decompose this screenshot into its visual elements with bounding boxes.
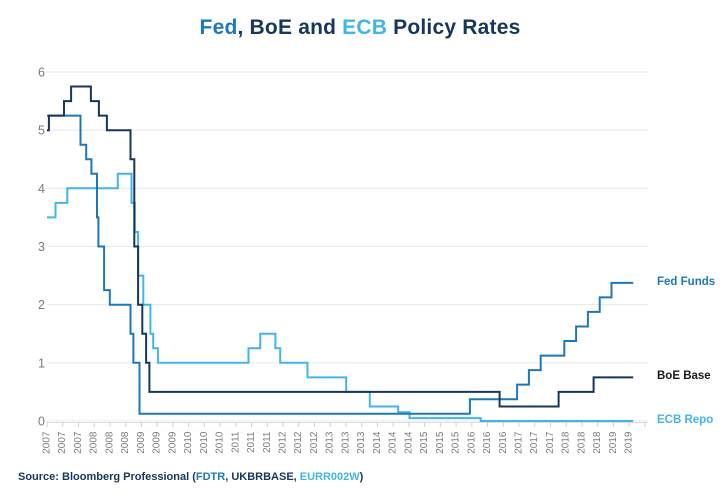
- series-label-fed-funds: Fed Funds: [657, 275, 716, 288]
- y-tick-label: 4: [38, 182, 45, 196]
- x-tick-label: 2008: [104, 431, 115, 454]
- y-tick-label: 3: [38, 240, 45, 254]
- title-part-ecb: ECB: [342, 16, 388, 39]
- x-tick-label: 2014: [372, 431, 383, 454]
- y-tick-label: 0: [38, 415, 45, 429]
- y-tick-label: 6: [38, 65, 45, 79]
- title-part-boe-and: , BoE and: [237, 16, 343, 39]
- x-tick-label: 2015: [451, 431, 462, 454]
- x-tick-label: 2008: [89, 431, 100, 454]
- x-tick-label: 2014: [388, 431, 399, 454]
- x-tick-label: 2009: [167, 431, 178, 454]
- y-tick-label: 2: [38, 298, 45, 312]
- source-text-ukbrbase: , UKBRBASE,: [225, 471, 300, 483]
- title-part-policy-rates: Policy Rates: [387, 16, 521, 39]
- x-tick-label: 2012: [293, 431, 304, 454]
- x-tick-label: 2012: [278, 431, 289, 454]
- x-tick-label: 2010: [183, 431, 194, 454]
- x-tick-label: 2011: [262, 431, 273, 453]
- x-tick-label: 2015: [419, 431, 430, 454]
- source-close-paren: ): [359, 471, 364, 483]
- x-tick-label: 2018: [561, 431, 572, 454]
- title-part-fed: Fed: [199, 16, 238, 39]
- x-tick-label: 2007: [73, 431, 84, 454]
- ecb-repo-line: [47, 172, 634, 422]
- x-tick-label: 2019: [624, 431, 635, 454]
- x-tick-label: 2017: [545, 431, 556, 454]
- x-tick-label: 2015: [435, 431, 446, 454]
- x-tick-label: 2008: [120, 431, 131, 454]
- series-label-ecb-repo: ECB Repo: [657, 414, 714, 426]
- x-tick-label: 2016: [498, 431, 509, 454]
- x-tick-label: 2018: [592, 431, 603, 454]
- x-tick-label: 2007: [42, 431, 53, 454]
- x-tick-label: 2012: [309, 431, 320, 454]
- x-tick-label: 2009: [136, 431, 147, 454]
- x-tick-label: 2010: [215, 431, 226, 454]
- x-tick-label: 2013: [340, 431, 351, 454]
- fed-funds-line: [47, 114, 634, 415]
- x-tick-label: 2017: [529, 431, 540, 454]
- chart-title: Fed, BoE and ECB Policy Rates: [0, 16, 720, 40]
- boe-base-line: [47, 85, 634, 408]
- y-tick-label: 1: [38, 356, 45, 370]
- x-tick-label: 2019: [608, 431, 619, 454]
- x-tick-label: 2007: [57, 431, 68, 454]
- x-tick-label: 2014: [403, 431, 414, 454]
- x-tick-label: 2018: [576, 431, 587, 454]
- source-ticker-fdtr: FDTR: [195, 471, 226, 483]
- x-tick-label: 2013: [325, 431, 336, 454]
- source-text: Source: Bloomberg Professional (: [18, 471, 196, 483]
- source-line: Source: Bloomberg Professional (FDTR, UK…: [18, 471, 363, 483]
- source-ticker-eurr002w: EURR002W: [299, 471, 360, 483]
- x-tick-label: 2017: [514, 431, 525, 454]
- y-tick-label: 5: [38, 124, 45, 138]
- x-tick-label: 2013: [356, 431, 367, 454]
- x-tick-label: 2011: [246, 431, 257, 453]
- x-tick-label: 2010: [199, 431, 210, 454]
- x-tick-label: 2016: [466, 431, 477, 454]
- series-label-boe-base: BoE Base: [657, 370, 711, 383]
- x-tick-label: 2016: [482, 431, 493, 454]
- x-tick-label: 2011: [230, 431, 241, 453]
- x-tick-label: 2009: [152, 431, 163, 454]
